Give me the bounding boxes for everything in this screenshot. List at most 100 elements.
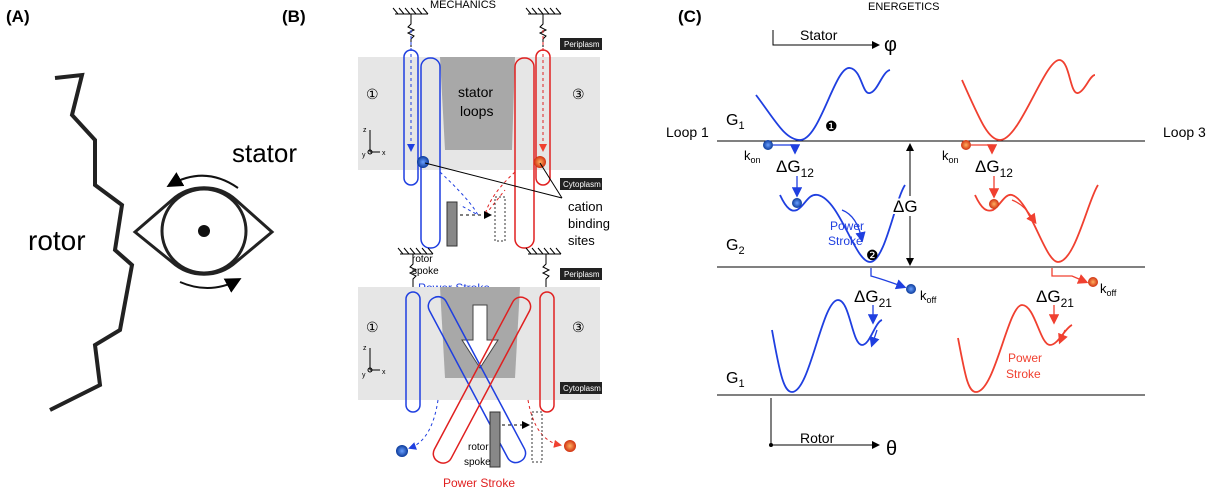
cation	[534, 156, 546, 168]
loop-label: Loop 1	[666, 124, 709, 140]
power-stroke-label: Power Stroke	[443, 476, 515, 490]
energy-label: 21	[879, 296, 893, 310]
panel-title: ENERGETICS	[868, 1, 940, 13]
spoke-label: spoke	[412, 266, 439, 277]
figure: (A) rotor stator (B) MECHANICS Periplasm…	[0, 0, 1228, 492]
cation	[396, 445, 408, 457]
energy-label: 21	[1061, 296, 1075, 310]
region-label: ①	[366, 319, 379, 335]
axis-symbol: φ	[884, 34, 897, 56]
transition-arrow	[773, 145, 1086, 345]
cation	[961, 140, 971, 150]
cation	[564, 440, 576, 452]
transition-arrow	[1052, 268, 1086, 282]
rotation-arrow	[180, 280, 238, 288]
cytoplasm-label: Cytoplasm	[563, 180, 601, 189]
energy-label: ΔG	[854, 287, 879, 306]
region-label: ③	[572, 86, 585, 102]
level-line	[717, 141, 1145, 395]
level-label: G1	[726, 370, 745, 390]
region-label: ①	[366, 86, 379, 102]
spring	[526, 248, 561, 254]
power-stroke-label: Power	[1008, 351, 1042, 365]
spring	[526, 8, 561, 14]
axis-label: y	[362, 152, 366, 159]
energy-curve	[975, 185, 1098, 262]
rotor-spoke	[447, 202, 457, 246]
level-label: G	[726, 370, 738, 387]
power-stroke-label: Stroke	[828, 234, 863, 248]
pathway	[410, 400, 438, 448]
rate-label: on	[949, 155, 959, 165]
stator-loops-label: loops	[460, 103, 493, 119]
spring	[543, 254, 549, 287]
energy-label: ΔG	[1036, 287, 1061, 306]
power-stroke-label: Stroke	[1006, 367, 1041, 381]
cation	[906, 284, 916, 294]
rate-label: off	[1107, 288, 1117, 298]
cytoplasm-label: Cytoplasm	[563, 384, 601, 393]
spring	[393, 8, 561, 47]
cation	[417, 156, 429, 168]
rotor-label: rotor	[28, 225, 86, 256]
axis-label: z	[363, 345, 367, 352]
spoke-label: rotor	[412, 254, 433, 265]
panel-title: MECHANICS	[430, 0, 496, 11]
panel-a: (A) rotor stator	[6, 7, 297, 410]
rotor-spoke-moved	[495, 197, 505, 241]
panel-label: (C)	[678, 7, 702, 26]
level-label: G2	[726, 237, 745, 257]
stator-label: stator	[232, 138, 297, 168]
cation	[1088, 277, 1098, 287]
rate-label: koff	[1100, 281, 1117, 298]
spring	[393, 8, 428, 14]
level-label: 1	[738, 120, 744, 132]
region-label: ③	[572, 319, 585, 335]
level-label: G1	[726, 112, 745, 132]
step-marker: ❷	[866, 247, 879, 263]
rotor-axis-origin	[769, 443, 773, 447]
spoke-label: rotor	[468, 442, 489, 453]
spoke-label: spoke	[464, 457, 491, 468]
rate-label: off	[927, 295, 937, 305]
cation	[763, 140, 773, 150]
level-label: G	[726, 112, 738, 129]
energy-curve	[772, 300, 882, 392]
rotation-arrow	[170, 176, 238, 188]
energy-curve	[962, 60, 1095, 140]
axis-label: x	[382, 150, 386, 157]
axis-label: x	[382, 369, 386, 376]
pathway	[485, 172, 515, 215]
step-marker: ❶	[825, 118, 838, 134]
transition-arrow	[773, 145, 795, 152]
energy-curve	[756, 60, 1098, 392]
axis-symbol: θ	[886, 438, 897, 460]
panel-c: (C) ENERGETICS Stator φ Loop 1 Loop 3 ❶ …	[666, 1, 1206, 460]
panel-b: (B) MECHANICS Periplasm Cytoplasm ① ③ st…	[282, 0, 610, 490]
energy-label: 12	[801, 166, 815, 180]
pathway	[440, 172, 478, 215]
rotor-spoke	[490, 412, 500, 467]
transition-arrow	[871, 268, 904, 287]
energy-label: ΔG	[975, 157, 1000, 176]
panel-label: (B)	[282, 7, 306, 26]
panel-label: (A)	[6, 7, 30, 26]
level-label: G	[726, 237, 738, 254]
pathway	[528, 400, 560, 445]
axis-label: y	[362, 372, 366, 379]
axis-label: Rotor	[800, 430, 835, 446]
rate-label: koff	[920, 288, 937, 305]
energy-label: ΔG	[776, 157, 801, 176]
rate-label: on	[751, 155, 761, 165]
axis-label: z	[363, 127, 367, 134]
energy-curve	[756, 68, 890, 140]
energy-label: 12	[1000, 166, 1014, 180]
power-stroke-label: Power	[830, 219, 864, 233]
level-label: 2	[738, 245, 744, 257]
periplasm-label: Periplasm	[564, 270, 600, 279]
stator-loops-label: stator	[458, 84, 493, 100]
energy-label: ΔG	[893, 197, 918, 216]
cation	[792, 198, 802, 208]
stator-center	[198, 225, 210, 237]
axis-label: Stator	[800, 27, 838, 43]
